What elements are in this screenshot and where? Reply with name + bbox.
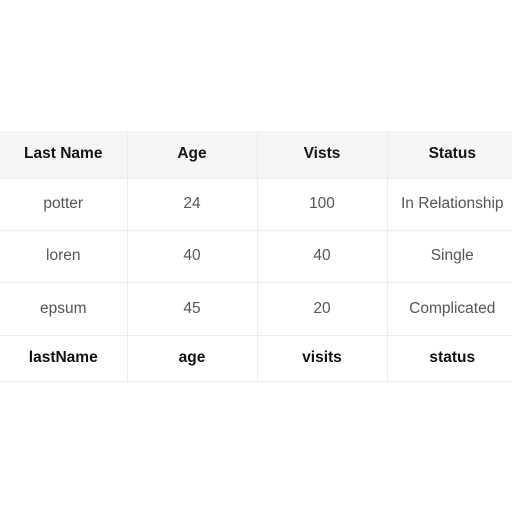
table-row: epsum 45 20 Complicated bbox=[0, 282, 512, 335]
cell-visits: 100 bbox=[257, 178, 388, 230]
table-row: loren 40 40 Single bbox=[0, 230, 512, 282]
column-header-age[interactable]: Age bbox=[127, 131, 258, 179]
cell-status: Complicated bbox=[409, 299, 496, 317]
column-header-last-name[interactable]: Last Name bbox=[0, 131, 128, 179]
cell-age: 40 bbox=[127, 230, 258, 282]
data-table: Last Name Age Vists Status potter 24 100… bbox=[0, 131, 512, 382]
footer-row: lastName age visits status bbox=[0, 334, 512, 381]
cell-last-name: loren bbox=[0, 230, 128, 282]
cell-age: 45 bbox=[127, 282, 258, 335]
cell-visits: 40 bbox=[257, 230, 388, 282]
header-row: Last Name Age Vists Status bbox=[0, 131, 512, 179]
column-header-visits[interactable]: Vists bbox=[257, 131, 388, 179]
cell-last-name: epsum bbox=[0, 282, 128, 335]
table-body: potter 24 100 In Relationship loren 40 4… bbox=[0, 178, 512, 335]
column-footer-last-name: lastName bbox=[0, 334, 128, 381]
column-footer-age: age bbox=[127, 334, 258, 381]
table-row: potter 24 100 In Relationship bbox=[0, 178, 512, 230]
cell-status: In Relationship bbox=[400, 195, 504, 212]
column-footer-status: status bbox=[387, 334, 512, 381]
cell-last-name: potter bbox=[0, 178, 128, 230]
cell-visits: 20 bbox=[257, 282, 388, 335]
cell-age: 24 bbox=[127, 178, 258, 230]
table-footer: lastName age visits status bbox=[0, 334, 512, 381]
column-footer-visits: visits bbox=[257, 334, 388, 381]
cell-status: Single bbox=[430, 247, 474, 264]
table-header: Last Name Age Vists Status bbox=[0, 131, 512, 179]
column-header-status[interactable]: Status bbox=[387, 131, 512, 179]
